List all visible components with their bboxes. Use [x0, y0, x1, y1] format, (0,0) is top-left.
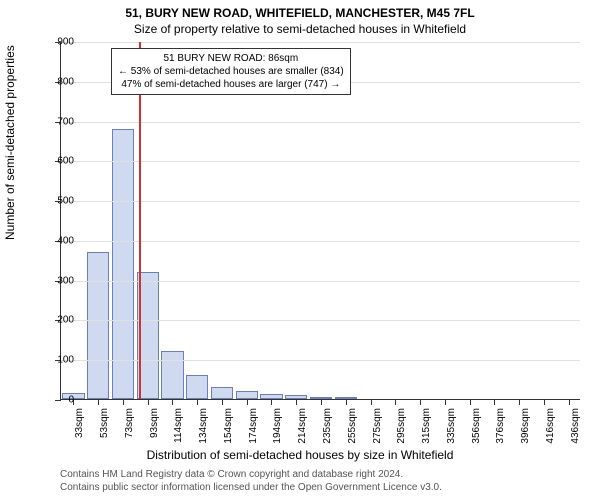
- y-tick-label: 0: [46, 395, 74, 406]
- credits-line2: Contains public sector information licen…: [60, 482, 592, 495]
- bar: [112, 129, 134, 399]
- x-tick: [494, 399, 495, 405]
- marker-line: [139, 42, 141, 399]
- x-tick: [296, 399, 297, 405]
- annotation-line: 47% of semi-detached houses are larger (…: [118, 78, 344, 91]
- x-tick: [123, 399, 124, 405]
- x-tick: [321, 399, 322, 405]
- x-tick: [247, 399, 248, 405]
- x-tick: [445, 399, 446, 405]
- y-tick-label: 800: [46, 76, 74, 87]
- annotation-box: 51 BURY NEW ROAD: 86sqm← 53% of semi-det…: [111, 48, 351, 95]
- x-tick: [346, 399, 347, 405]
- x-tick: [271, 399, 272, 405]
- x-tick: [148, 399, 149, 405]
- bar: [161, 351, 183, 399]
- y-tick-label: 400: [46, 235, 74, 246]
- x-tick: [172, 399, 173, 405]
- bar: [236, 391, 258, 399]
- y-axis-label: Number of semi-detached properties: [3, 45, 17, 240]
- bar: [186, 375, 208, 399]
- x-tick: [470, 399, 471, 405]
- x-axis-label: Distribution of semi-detached houses by …: [0, 448, 600, 462]
- x-tick: [519, 399, 520, 405]
- x-tick: [197, 399, 198, 405]
- x-tick: [569, 399, 570, 405]
- x-tick: [395, 399, 396, 405]
- y-tick-label: 200: [46, 315, 74, 326]
- annotation-line: 51 BURY NEW ROAD: 86sqm: [118, 52, 344, 65]
- y-tick-label: 300: [46, 275, 74, 286]
- chart-container: 51, BURY NEW ROAD, WHITEFIELD, MANCHESTE…: [0, 0, 600, 500]
- y-tick-label: 700: [46, 116, 74, 127]
- x-tick: [544, 399, 545, 405]
- plot-area: 51 BURY NEW ROAD: 86sqm← 53% of semi-det…: [60, 42, 580, 400]
- x-tick: [222, 399, 223, 405]
- bar: [211, 387, 233, 399]
- x-tick: [371, 399, 372, 405]
- y-tick-label: 600: [46, 156, 74, 167]
- credits-line1: Contains HM Land Registry data © Crown c…: [60, 469, 592, 482]
- bar: [87, 252, 109, 399]
- y-tick-label: 900: [46, 37, 74, 48]
- y-tick-label: 500: [46, 196, 74, 207]
- credits-block: Contains HM Land Registry data © Crown c…: [0, 465, 600, 500]
- chart-title-line2: Size of property relative to semi-detach…: [0, 22, 600, 36]
- chart-title-line1: 51, BURY NEW ROAD, WHITEFIELD, MANCHESTE…: [0, 6, 600, 20]
- annotation-line: ← 53% of semi-detached houses are smalle…: [118, 65, 344, 78]
- x-tick: [420, 399, 421, 405]
- y-tick-label: 100: [46, 355, 74, 366]
- x-tick: [98, 399, 99, 405]
